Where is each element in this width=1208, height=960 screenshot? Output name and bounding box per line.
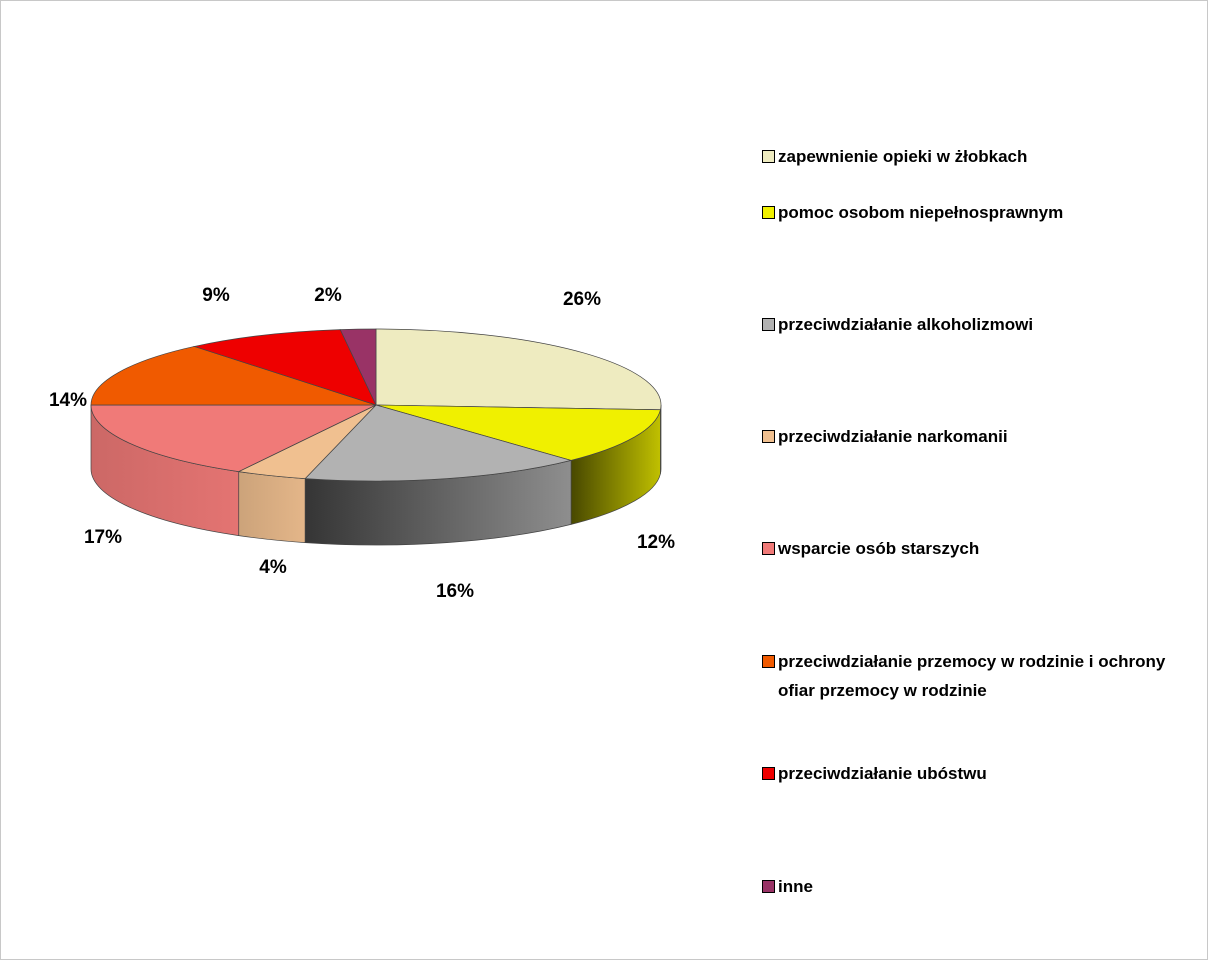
data-label: 14% xyxy=(49,390,87,411)
data-label: 9% xyxy=(202,285,230,306)
legend-item: przeciwdziałanie ubóstwu xyxy=(762,759,1198,788)
data-label: 16% xyxy=(436,581,474,602)
legend-item: przeciwdziałanie przemocy w rodzinie i o… xyxy=(762,647,1198,705)
legend-label: inne xyxy=(778,877,813,896)
legend-swatch xyxy=(762,767,775,780)
data-label: 17% xyxy=(84,527,122,548)
legend-item: przeciwdziałanie narkomanii xyxy=(762,422,1198,451)
legend-swatch xyxy=(762,655,775,668)
legend-swatch xyxy=(762,150,775,163)
pie-slice xyxy=(304,404,573,482)
data-label: 2% xyxy=(314,285,342,306)
pie-slice xyxy=(192,329,377,406)
legend-swatch xyxy=(762,318,775,331)
legend-label: zapewnienie opieki w żłobkach xyxy=(778,147,1028,166)
data-label: 4% xyxy=(259,557,287,578)
legend-label: przeciwdziałanie narkomanii xyxy=(778,427,1008,446)
legend-item: przeciwdziałanie alkoholizmowi xyxy=(762,310,1198,339)
legend-item: pomoc osobom niepełnosprawnym xyxy=(762,198,1198,227)
legend-item: wsparcie osób starszych xyxy=(762,534,1198,563)
pie-slice xyxy=(339,328,377,406)
pie-slice xyxy=(375,404,661,461)
legend-label: pomoc osobom niepełnosprawnym xyxy=(778,203,1064,222)
legend-swatch xyxy=(762,880,775,893)
data-label: 12% xyxy=(637,532,675,553)
legend-swatch xyxy=(762,206,775,219)
pie-slice xyxy=(90,346,377,406)
legend-label: przeciwdziałanie przemocy w rodzinie i o… xyxy=(778,652,1166,700)
legend-label: wsparcie osób starszych xyxy=(778,539,980,558)
pie-side xyxy=(238,471,306,543)
legend-swatch xyxy=(762,430,775,443)
legend-item: zapewnienie opieki w żłobkach xyxy=(762,142,1198,171)
legend-item: inne xyxy=(762,872,1198,901)
pie-slice xyxy=(375,328,662,411)
data-label: 26% xyxy=(563,289,601,310)
pie-slice xyxy=(90,404,377,472)
legend-label: przeciwdziałanie alkoholizmowi xyxy=(778,315,1034,334)
legend-swatch xyxy=(762,542,775,555)
legend-label: przeciwdziałanie ubóstwu xyxy=(778,764,987,783)
